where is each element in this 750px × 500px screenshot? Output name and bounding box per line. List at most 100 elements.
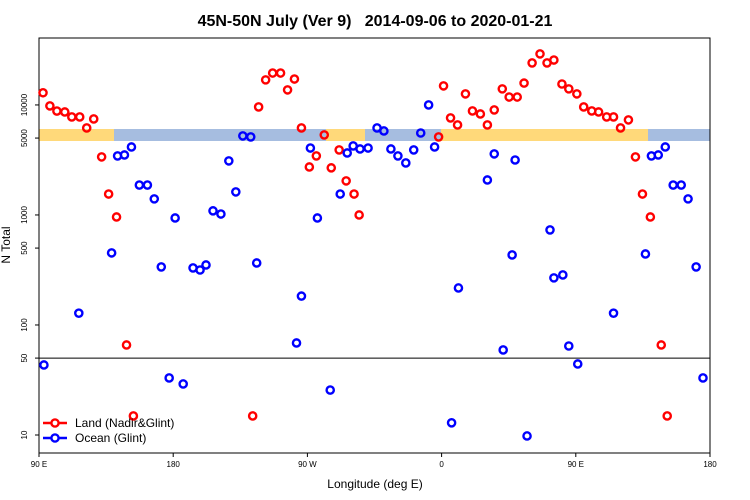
point [522, 431, 532, 441]
y-tick-label: 5000 [20, 129, 29, 147]
band-ocean [114, 129, 326, 141]
chart-title: 45N-50N July (Ver 9) 2014-09-06 to 2020-… [198, 13, 553, 30]
point [660, 142, 671, 152]
point [615, 123, 626, 133]
point [74, 112, 85, 122]
point [134, 180, 145, 190]
point [460, 89, 471, 99]
point [342, 148, 353, 158]
band-land [441, 129, 648, 141]
series [38, 49, 673, 421]
point [224, 156, 234, 166]
x-tick-label: 90 W [298, 460, 317, 469]
point [312, 213, 323, 223]
point [510, 155, 520, 165]
point [504, 92, 514, 102]
plot-frame [38, 37, 711, 454]
point [653, 150, 664, 160]
x-tick-label: 90 E [31, 460, 47, 469]
point [519, 78, 529, 88]
point [415, 128, 426, 138]
point [326, 163, 337, 173]
point [498, 345, 508, 355]
point [74, 308, 84, 318]
y-tick-label: 10000 [20, 93, 29, 116]
point [267, 68, 278, 78]
point [645, 212, 656, 222]
x-tick-label: 180 [167, 460, 181, 469]
point [572, 89, 582, 99]
point [111, 212, 122, 222]
y-tick-label: 100 [20, 318, 29, 332]
point [304, 162, 315, 172]
point [668, 180, 678, 190]
point [325, 385, 336, 395]
point [467, 106, 478, 116]
point [545, 225, 555, 235]
y-tick-label: 50 [20, 353, 29, 362]
point [489, 105, 500, 115]
point [260, 75, 271, 85]
point [247, 411, 258, 421]
point [623, 115, 634, 125]
point [630, 152, 641, 162]
legend-marker [50, 418, 60, 428]
y-tick-label: 1000 [20, 206, 29, 224]
x-axis-label: Longitude (deg E) [327, 477, 422, 491]
x-tick-label: 180 [703, 460, 717, 469]
point [489, 149, 500, 159]
point [593, 107, 604, 117]
point [67, 112, 77, 122]
point [558, 270, 568, 280]
point [178, 379, 188, 389]
point [453, 283, 464, 293]
point [128, 411, 139, 421]
point [119, 150, 130, 160]
point [195, 265, 205, 275]
point [305, 143, 316, 153]
point [39, 360, 49, 370]
point [656, 340, 667, 350]
point [149, 194, 160, 204]
band-land [39, 129, 114, 141]
point [445, 113, 456, 123]
point [208, 206, 218, 216]
point [251, 258, 262, 268]
point [156, 262, 167, 272]
point [401, 158, 411, 168]
point [446, 418, 457, 428]
point [52, 106, 62, 116]
point [296, 291, 307, 301]
point [311, 151, 322, 161]
point [676, 180, 687, 190]
point [393, 151, 403, 161]
point [81, 123, 92, 133]
point [557, 79, 567, 89]
point [126, 142, 137, 152]
point [319, 130, 330, 140]
point [291, 338, 302, 348]
point [349, 189, 359, 199]
point [497, 84, 508, 94]
point [379, 126, 389, 136]
x-tick-label: 0 [439, 460, 444, 469]
point [691, 262, 701, 272]
point [275, 68, 286, 78]
point [433, 132, 444, 142]
point [386, 144, 396, 154]
surface-band [39, 129, 710, 141]
point [355, 144, 365, 154]
point [282, 85, 293, 95]
point [335, 189, 346, 199]
y-axis-label: N Total [0, 226, 13, 263]
point [608, 112, 619, 122]
point [683, 194, 693, 204]
point [103, 189, 114, 199]
point [535, 49, 545, 59]
legend-marker [50, 433, 60, 443]
band-ocean [365, 129, 441, 141]
point [231, 187, 241, 197]
point [216, 209, 226, 219]
point [142, 180, 153, 190]
point [45, 101, 55, 111]
